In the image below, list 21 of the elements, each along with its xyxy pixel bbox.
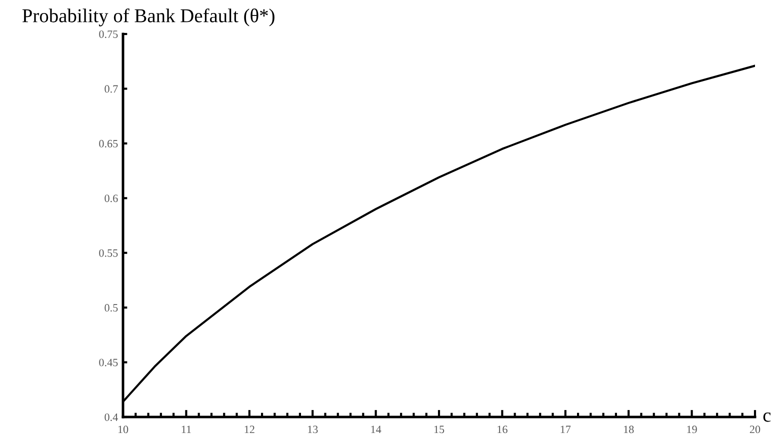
- y-tick-label: 0.65: [99, 140, 118, 148]
- x-tick-label: 14: [371, 426, 382, 434]
- x-tick-label: 16: [498, 426, 508, 434]
- x-tick-label: 15: [434, 426, 444, 434]
- y-tick-label: 0.55: [99, 249, 118, 257]
- x-tick-label: 18: [624, 426, 634, 434]
- y-axis-title: Probability of Bank Default (θ*): [22, 8, 274, 26]
- y-tick-label: 0.6: [104, 194, 118, 202]
- y-tick-label: 0.5: [104, 304, 118, 312]
- y-tick-label: 0.4: [104, 413, 118, 422]
- x-tick-label: 19: [687, 426, 697, 434]
- x-tick-label: 17: [560, 426, 571, 434]
- y-tick-label: 0.75: [99, 30, 118, 38]
- y-tick-label: 0.7: [104, 85, 118, 93]
- x-axis-title: c: [763, 412, 771, 422]
- x-tick-label: 12: [244, 426, 254, 434]
- x-tick-label: 20: [750, 426, 760, 434]
- x-tick-label: 13: [308, 426, 318, 434]
- x-tick-label: 11: [182, 426, 191, 434]
- y-tick-label: 0.45: [99, 358, 118, 366]
- x-tick-label: 10: [118, 426, 128, 434]
